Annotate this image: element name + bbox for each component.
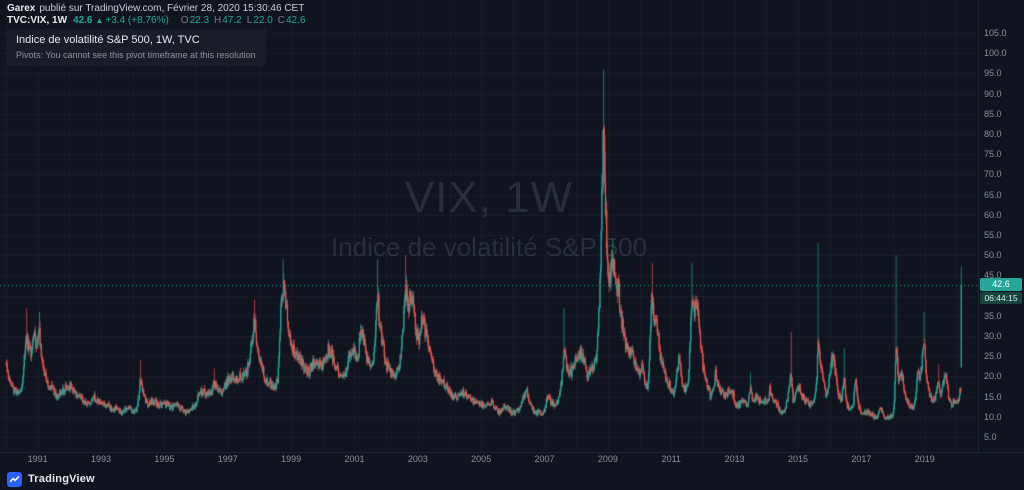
price-tick-label: 15.0 [984, 391, 1002, 402]
time-tick-label: 2013 [724, 454, 745, 464]
symbol-label: TVC:VIX, 1W [7, 15, 68, 26]
price-tick-label: 30.0 [984, 331, 1002, 341]
ohlc-open-value: 22.3 [189, 15, 210, 26]
price-tick-label: 55.0 [984, 230, 1002, 240]
price-tick-label: 70.0 [984, 169, 1002, 180]
attribution-line: Garex publié sur TradingView.com, Février… [7, 3, 304, 14]
ohlc-high-value: 47.2 [222, 15, 242, 26]
price-tick-label: 45.0 [984, 270, 1002, 281]
price-tick-label: 100.0 [984, 48, 1007, 59]
time-tick-label: 2001 [344, 454, 365, 464]
price-tick-label: 85.0 [984, 108, 1002, 119]
author-name: Garex [7, 3, 36, 14]
chart-canvas[interactable] [0, 0, 980, 460]
price-tick-label: 90.0 [984, 88, 1002, 99]
countdown-badge: 06:44:15 [980, 292, 1022, 304]
price-axis-border [978, 0, 979, 452]
price-tick-label: 95.0 [984, 68, 1002, 79]
ohlc-low-label: L [246, 15, 253, 26]
price-tick-label: 25.0 [984, 351, 1002, 362]
tradingview-logo-icon [7, 471, 22, 487]
price-axis[interactable]: 42.6 06:44:15 105.0 100.0 95.0 90.0 85.0 80.0… [979, 0, 1024, 452]
up-arrow-icon: ▲ [95, 16, 104, 25]
price-tick-label: 105.0 [984, 28, 1007, 38]
price-tick-label: 35.0 [984, 310, 1002, 321]
last-price-badge: 42.6 [980, 278, 1022, 291]
time-axis-border [0, 452, 1024, 453]
ohlc-close-value: 42.6 [286, 15, 306, 26]
price-tick-label: 60.0 [984, 209, 1002, 220]
footer-brand[interactable]: TradingView [7, 470, 95, 488]
ohlc-open-label: O [180, 15, 189, 26]
time-tick-label: 2007 [534, 454, 555, 464]
study-legend[interactable]: Indice de volatilité S&P 500, 1W, TVC Pi… [7, 29, 266, 66]
brand-name: TradingView [28, 473, 95, 485]
time-tick-label: 2011 [661, 454, 681, 464]
time-axis[interactable]: 1991 1993 1995 1997 1999 2001 2003 2005 2007 2009… [0, 454, 978, 468]
time-tick-label: 2009 [597, 454, 618, 464]
price-tick-label: 50.0 [984, 250, 1002, 261]
price-change: +3.4 (+8.76%) [105, 15, 169, 26]
time-tick-label: 1995 [154, 454, 175, 464]
time-tick-label: 1997 [217, 454, 238, 464]
price-tick-label: 20.0 [984, 371, 1002, 382]
price-tick-label: 75.0 [984, 149, 1002, 160]
symbol-status-line: TVC:VIX, 1W 42.6 ▲ +3.4 (+8.76%) O22.3 H47.2 L… [7, 15, 305, 26]
price-tick-label: 65.0 [984, 189, 1002, 200]
ohlc-low-value: 22.0 [253, 15, 273, 26]
pivots-note: Pivots: You cannot see this pivot timefr… [16, 50, 256, 60]
ohlc-high-label: H [214, 15, 222, 26]
time-tick-label: 2019 [914, 454, 935, 464]
price-tick-label: 80.0 [984, 129, 1002, 139]
price-tick-label: 5.0 [984, 432, 997, 442]
time-tick-label: 2015 [787, 454, 809, 464]
ohlc-close-label: C [277, 15, 285, 26]
time-tick-label: 1993 [91, 454, 112, 464]
time-tick-label: 2003 [407, 454, 428, 464]
time-tick-label: 1999 [281, 454, 302, 464]
time-tick-label: 2017 [851, 454, 872, 464]
time-tick-label: 1991 [27, 454, 48, 464]
price-tick-label: 10.0 [984, 411, 1002, 422]
legend-title[interactable]: Indice de volatilité S&P 500, 1W, TVC [16, 34, 200, 46]
time-tick-label: 2005 [471, 454, 492, 464]
last-price-value: 42.6 [73, 15, 93, 26]
attribution-text: publié sur TradingView.com, Février 28, … [39, 3, 305, 14]
